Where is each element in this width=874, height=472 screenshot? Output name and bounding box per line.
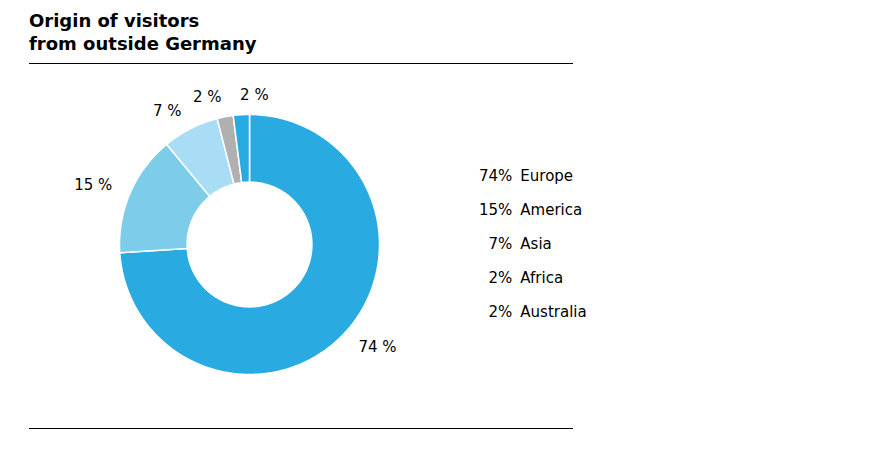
svg-text:2 %: 2 % bbox=[193, 88, 222, 106]
html-text:Origin of visitors from outsid: Origin of visitors from outside Germany bbox=[29, 10, 257, 54]
html-text:2%: 2% bbox=[488, 269, 513, 287]
html-text:Africa: Africa bbox=[520, 269, 564, 287]
html-text:America: America bbox=[520, 201, 583, 219]
html-text:Australia: Australia bbox=[520, 303, 587, 321]
svg-text:74 %: 74 % bbox=[358, 338, 396, 356]
html-text:74%: 74% bbox=[479, 167, 513, 185]
html-text:Asia: Asia bbox=[520, 235, 552, 253]
html-text:15%: 15% bbox=[479, 201, 513, 219]
html-text:2%: 2% bbox=[488, 303, 513, 321]
html-text:Europe: Europe bbox=[520, 167, 574, 185]
svg-text:2 %: 2 % bbox=[240, 86, 269, 104]
svg-text:15 %: 15 % bbox=[74, 176, 112, 194]
svg-text:7 %: 7 % bbox=[153, 102, 182, 120]
html-text:7%: 7% bbox=[488, 235, 513, 253]
